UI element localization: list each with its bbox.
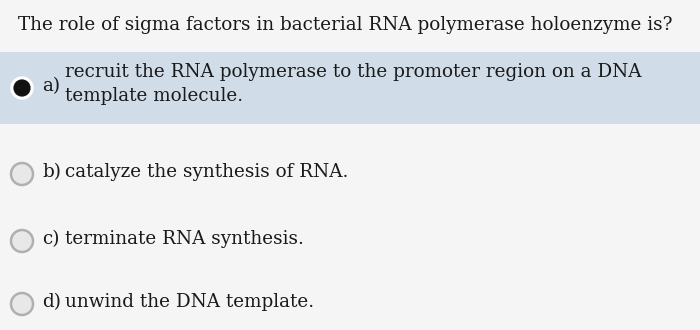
- Circle shape: [11, 77, 33, 99]
- Text: b): b): [42, 163, 61, 181]
- Circle shape: [11, 163, 33, 185]
- Text: recruit the RNA polymerase to the promoter region on a DNA
template molecule.: recruit the RNA polymerase to the promot…: [65, 63, 641, 105]
- Text: The role of sigma factors in bacterial RNA polymerase holoenzyme is?: The role of sigma factors in bacterial R…: [18, 16, 673, 34]
- Circle shape: [11, 293, 33, 315]
- Circle shape: [11, 230, 33, 252]
- Bar: [0, 52, 700, 124]
- Text: unwind the DNA template.: unwind the DNA template.: [65, 293, 314, 311]
- Text: c): c): [42, 230, 60, 248]
- Text: catalyze the synthesis of RNA.: catalyze the synthesis of RNA.: [65, 163, 349, 181]
- Circle shape: [14, 80, 30, 96]
- Text: terminate RNA synthesis.: terminate RNA synthesis.: [65, 230, 304, 248]
- Text: a): a): [42, 77, 60, 95]
- Text: d): d): [42, 293, 61, 311]
